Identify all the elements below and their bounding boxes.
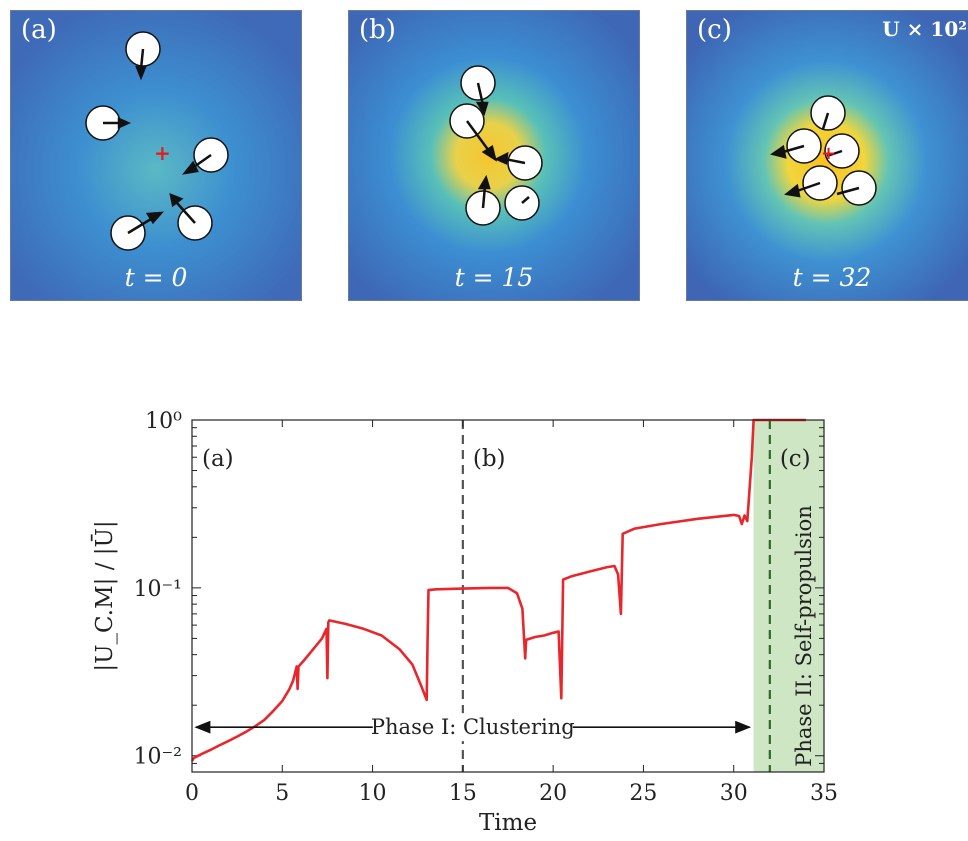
- x-tick-label: 20: [539, 781, 567, 806]
- phase-two-region: [753, 420, 824, 772]
- x-axis-label: Time: [479, 810, 537, 836]
- panel-label: (c): [697, 15, 732, 45]
- series-line: [190, 418, 806, 762]
- phase-one-label: Phase I: Clustering: [371, 715, 575, 739]
- y-axis-label: |U_C.M| / |Ū|: [91, 520, 118, 671]
- label-a: (a): [202, 446, 234, 472]
- reference-label: (b): [473, 446, 506, 472]
- x-tick-label: 25: [629, 781, 657, 806]
- y-tick-label: 10⁻²: [134, 745, 182, 770]
- panel-label: (b): [359, 15, 396, 45]
- panel-time: t = 15: [454, 263, 534, 292]
- reference-label: (c): [780, 446, 811, 472]
- velocity-chart: Phase I: Clustering Phase II: Self-propu…: [91, 409, 838, 836]
- x-tick-label: 0: [185, 781, 199, 806]
- x-tick-label: 35: [810, 781, 838, 806]
- snapshot-panel-b: (b) t = 15: [348, 10, 640, 301]
- snapshot-field-b: [349, 11, 639, 300]
- snapshot-field-c: +: [687, 11, 968, 300]
- snapshot-panel-a: + (a) t = 0: [10, 10, 302, 301]
- panel-time: t = 32: [792, 263, 872, 292]
- center-of-mass-marker: +: [154, 141, 171, 165]
- panel-time: t = 0: [124, 263, 188, 292]
- y-tick-label: 10⁰: [145, 409, 182, 434]
- x-tick-label: 10: [359, 781, 387, 806]
- x-tick-label: 30: [720, 781, 748, 806]
- x-tick-label: 15: [449, 781, 477, 806]
- x-tick-label: 5: [275, 781, 289, 806]
- y-tick-label: 10⁻¹: [134, 577, 182, 602]
- panel-label: (a): [21, 15, 57, 45]
- velocity-scale-label: U × 10²: [882, 17, 967, 41]
- snapshot-panel-c: + (c) U × 10² t = 32: [686, 10, 968, 301]
- plot-frame: [191, 419, 825, 773]
- phase-two-label: Phase II: Self-propulsion: [792, 505, 816, 767]
- phase-one-label-bg: [372, 713, 573, 742]
- snapshot-field-a: +: [11, 11, 301, 300]
- center-of-mass-marker: +: [821, 143, 836, 164]
